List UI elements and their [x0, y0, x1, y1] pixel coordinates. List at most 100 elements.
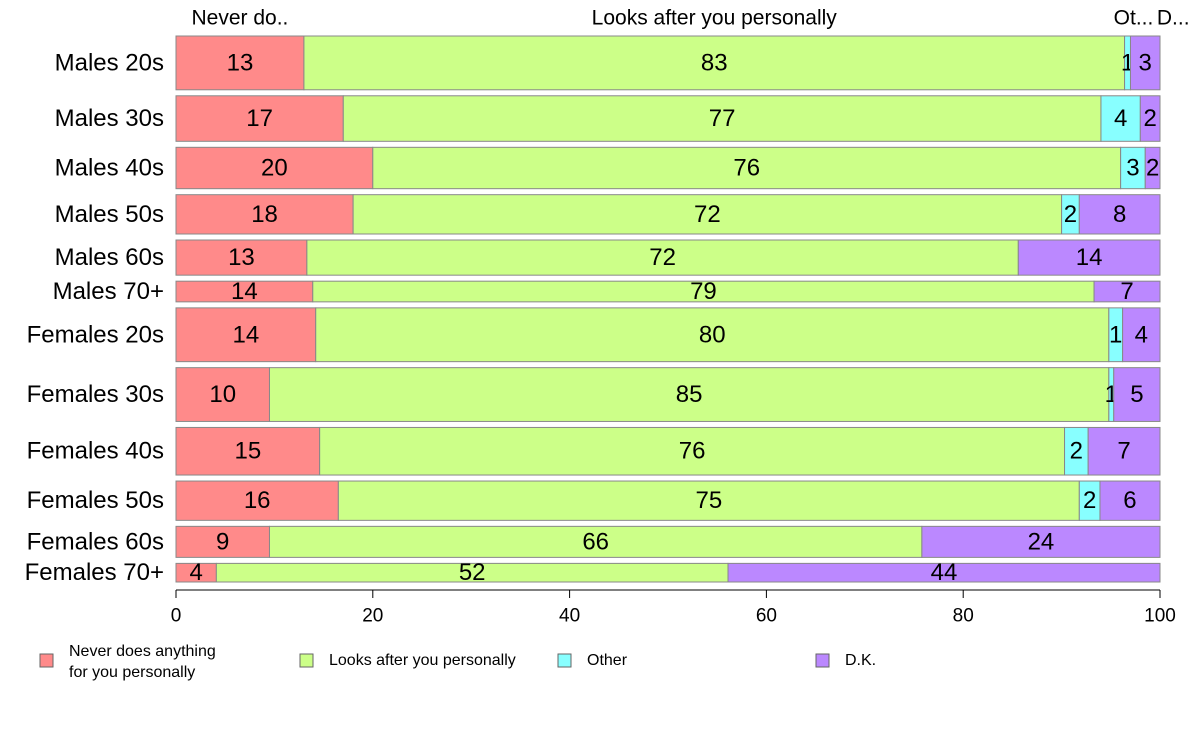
- data-label: 4: [189, 559, 202, 586]
- column-header-label: Never do..: [192, 7, 289, 30]
- bar-segment-4-row-9: [1087, 426, 1161, 476]
- column-header-label: Ot...: [1114, 7, 1154, 30]
- data-label: 79: [690, 278, 717, 305]
- legend-label: D.K.: [845, 652, 876, 669]
- data-label: 76: [733, 155, 760, 182]
- legend-label-line: for you personally: [69, 664, 195, 681]
- data-label: 18: [251, 201, 278, 228]
- row-label: Females 60s: [27, 528, 164, 555]
- bar-segment-4-row-10: [1099, 480, 1161, 521]
- x-tick-label: 100: [1144, 606, 1176, 627]
- bar-segment-1-row-1: [175, 35, 305, 91]
- data-label: 16: [244, 487, 271, 514]
- bar-segment-4-row-4: [1078, 194, 1161, 235]
- legend-swatch: [815, 653, 830, 668]
- bar-segment-1-row-3: [175, 146, 374, 190]
- legend-label-line: Other: [587, 652, 628, 669]
- data-label: 4: [1114, 105, 1127, 132]
- data-label: 2: [1083, 487, 1096, 514]
- bar-segment-2-row-10: [337, 480, 1080, 521]
- bar-segment-2-row-8: [268, 367, 1110, 422]
- data-label: 1: [1109, 321, 1122, 348]
- bar-segment-4-row-2: [1139, 95, 1161, 142]
- data-label: 72: [649, 244, 676, 271]
- row-label: Males 70+: [53, 278, 164, 305]
- bar-segment-1-row-2: [175, 95, 344, 142]
- bar-segment-4-row-8: [1113, 367, 1161, 422]
- x-tick-label: 80: [953, 606, 974, 627]
- legend-swatch: [557, 653, 572, 668]
- data-label: 7: [1120, 278, 1133, 305]
- bar-segment-2-row-1: [303, 35, 1126, 91]
- data-label: 5: [1130, 381, 1143, 408]
- bar-segment-1-row-11: [175, 525, 270, 558]
- bar-segment-2-row-5: [306, 239, 1019, 276]
- data-label: 17: [246, 105, 273, 132]
- row-label: Males 30s: [55, 105, 164, 132]
- x-tick-label: 20: [362, 606, 383, 627]
- data-label: 76: [679, 438, 706, 465]
- row-label: Males 40s: [55, 155, 164, 182]
- row-label: Males 20s: [55, 49, 164, 76]
- data-label: 75: [695, 487, 722, 514]
- row-label: Females 20s: [27, 321, 164, 348]
- data-label: 66: [582, 528, 609, 555]
- data-label: 14: [233, 321, 260, 348]
- data-label: 2: [1070, 438, 1083, 465]
- row-label: Males 50s: [55, 201, 164, 228]
- data-label: 3: [1126, 155, 1139, 182]
- data-label: 2: [1064, 201, 1077, 228]
- bar-segment-4-row-3: [1144, 146, 1161, 190]
- bar-segment-2-row-7: [315, 307, 1110, 363]
- bar-segment-3-row-3: [1120, 146, 1146, 190]
- bar-segment-4-row-11: [921, 525, 1161, 558]
- data-label: 52: [459, 559, 486, 586]
- data-label: 85: [676, 381, 703, 408]
- bar-segment-3-row-2: [1100, 95, 1141, 142]
- legend-label: Never does anything for you personally: [69, 643, 216, 681]
- data-label: 3: [1139, 49, 1152, 76]
- bar-segment-4-row-7: [1122, 307, 1161, 363]
- bar-segment-2-row-3: [372, 146, 1122, 190]
- bar-segment-1-row-7: [175, 307, 317, 363]
- data-label: 15: [234, 438, 261, 465]
- data-label: 13: [227, 49, 254, 76]
- bar-segment-1-row-5: [175, 239, 308, 276]
- data-label: 14: [231, 278, 258, 305]
- row-label: Females 70+: [25, 559, 164, 586]
- row-label: Females 40s: [27, 438, 164, 465]
- row-label: Females 30s: [27, 381, 164, 408]
- data-label: 2: [1143, 105, 1156, 132]
- row-label: Females 50s: [27, 487, 164, 514]
- data-label: 6: [1123, 487, 1136, 514]
- data-label: 2: [1146, 155, 1159, 182]
- data-label: 77: [709, 105, 736, 132]
- x-tick-label: 40: [559, 606, 580, 627]
- data-label: 80: [699, 321, 726, 348]
- bar-segment-4-row-6: [1093, 280, 1161, 303]
- legend-swatch: [299, 653, 314, 668]
- bar-segment-2-row-9: [319, 426, 1066, 476]
- data-label: 14: [1076, 244, 1103, 271]
- column-header-label: D...: [1157, 7, 1188, 30]
- legend-label-line: Never does anything: [69, 643, 216, 660]
- data-label: 20: [261, 155, 288, 182]
- legend-label: Other: [587, 652, 628, 669]
- data-label: 9: [216, 528, 229, 555]
- data-label: 10: [209, 381, 236, 408]
- bar-segment-2-row-2: [342, 95, 1102, 142]
- x-tick-label: 60: [756, 606, 777, 627]
- data-label: 83: [701, 49, 728, 76]
- data-label: 72: [694, 201, 721, 228]
- data-label: 13: [228, 244, 255, 271]
- bar-segment-1-row-10: [175, 480, 339, 521]
- bar-segment-1-row-8: [175, 367, 270, 422]
- row-label: Males 60s: [55, 244, 164, 271]
- data-label: 4: [1135, 321, 1148, 348]
- legend-swatch: [39, 653, 54, 668]
- x-tick-label: 0: [171, 606, 182, 627]
- data-label: 44: [931, 559, 958, 586]
- bar-segment-1-row-4: [175, 194, 354, 235]
